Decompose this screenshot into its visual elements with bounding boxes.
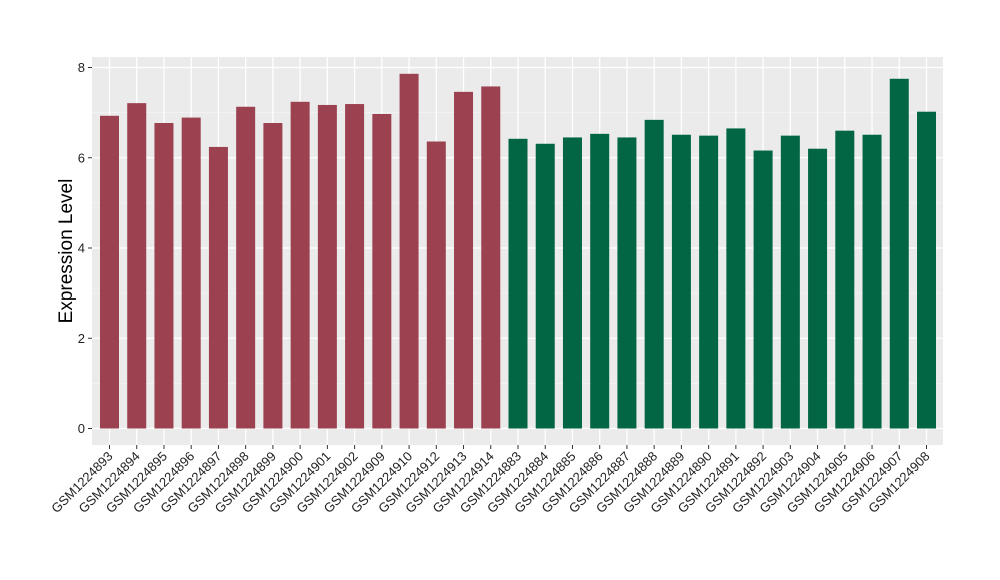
bar-GSM1224899 xyxy=(263,123,283,429)
bar-GSM1224908 xyxy=(917,111,936,429)
y-tick-label: 2 xyxy=(78,331,85,346)
bar-GSM1224894 xyxy=(127,103,147,429)
bar-GSM1224904 xyxy=(808,148,828,429)
bar-GSM1224907 xyxy=(889,78,909,429)
bar-GSM1224887 xyxy=(617,137,637,429)
bar-GSM1224913 xyxy=(454,91,474,429)
bar-GSM1224888 xyxy=(644,119,664,429)
y-axis: 0 2 4 6 8 xyxy=(78,60,92,436)
bar-GSM1224889 xyxy=(671,134,691,429)
bar-GSM1224900 xyxy=(290,101,310,429)
bar-GSM1224891 xyxy=(726,128,746,429)
bar-GSM1224906 xyxy=(862,134,882,429)
bar-GSM1224886 xyxy=(590,133,610,429)
bar-GSM1224885 xyxy=(562,137,582,429)
bar-GSM1224902 xyxy=(345,104,365,429)
bar-GSM1224883 xyxy=(508,138,528,429)
y-tick-label: 4 xyxy=(78,241,85,256)
bar-GSM1224895 xyxy=(154,123,174,429)
x-axis: GSM1224893GSM1224894GSM1224895GSM1224896… xyxy=(48,445,933,516)
bar-GSM1224898 xyxy=(236,106,256,429)
y-tick-label: 0 xyxy=(78,421,85,436)
y-tick-label: 8 xyxy=(78,60,85,75)
bar-GSM1224892 xyxy=(753,150,773,429)
bar-GSM1224912 xyxy=(426,141,446,429)
bar-GSM1224893 xyxy=(100,115,119,429)
bar-GSM1224910 xyxy=(399,73,419,429)
bar-GSM1224903 xyxy=(780,135,800,429)
bar-GSM1224905 xyxy=(835,130,855,429)
y-tick-label: 6 xyxy=(78,150,85,165)
bar-GSM1224914 xyxy=(481,86,501,429)
bars xyxy=(100,73,936,429)
bar-GSM1224896 xyxy=(181,117,201,429)
bar-GSM1224897 xyxy=(208,146,228,429)
y-axis-title: Expression Level xyxy=(56,179,77,324)
bar-GSM1224901 xyxy=(317,104,337,429)
bar-GSM1224890 xyxy=(699,135,719,429)
bar-GSM1224884 xyxy=(535,143,555,429)
bar-GSM1224909 xyxy=(372,113,392,429)
